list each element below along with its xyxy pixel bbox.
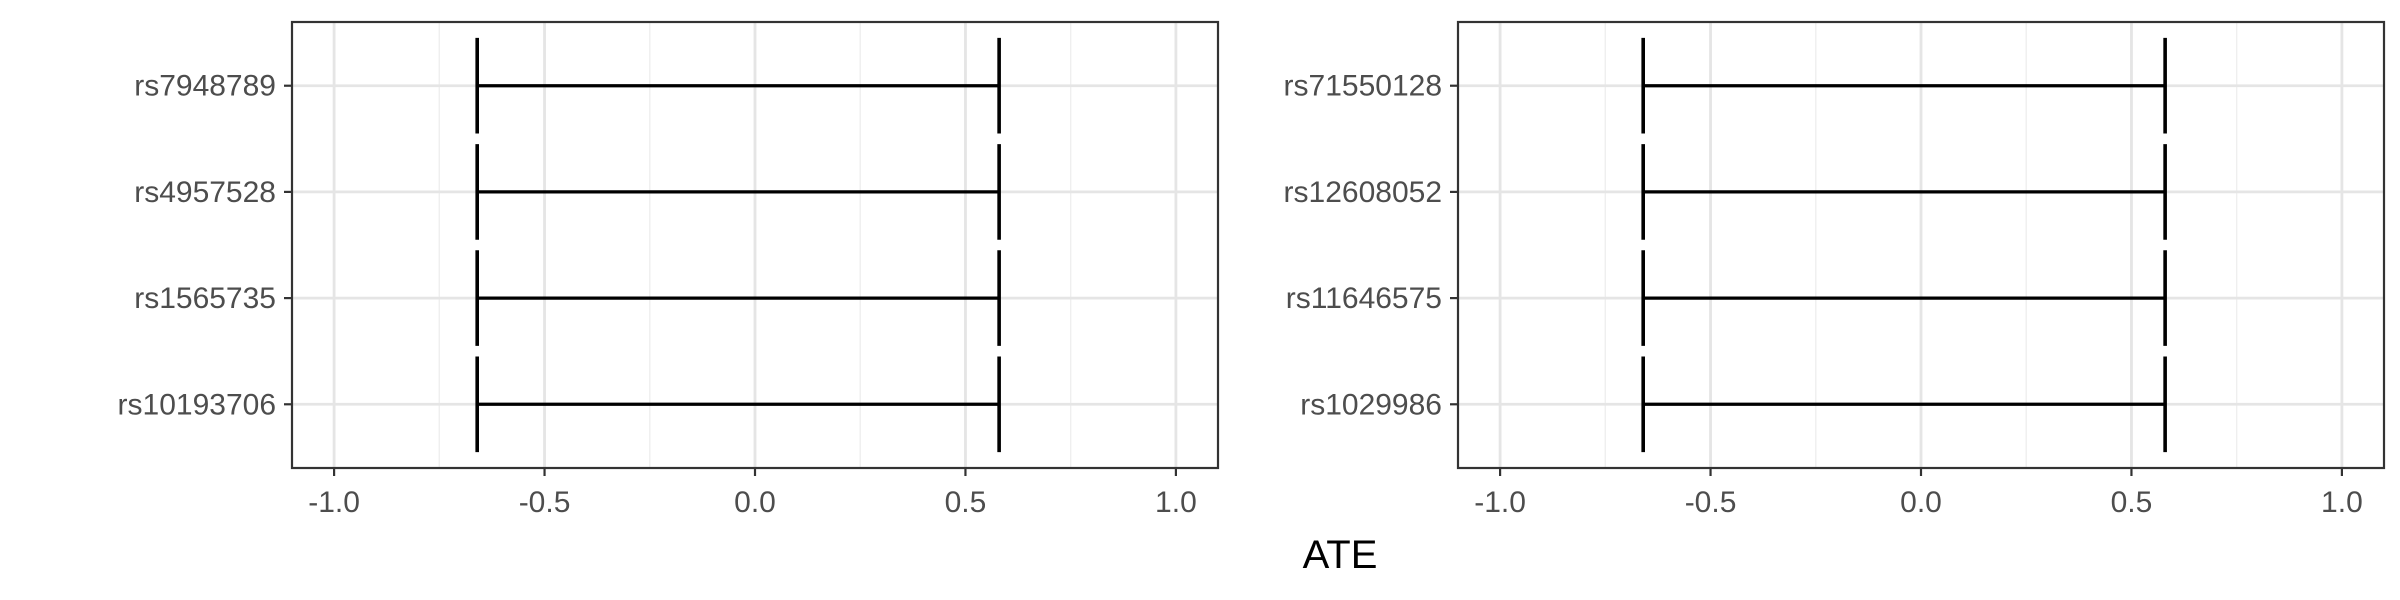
y-tick-label: rs1565735: [134, 282, 276, 315]
y-tick-label: rs7948789: [134, 70, 276, 103]
y-tick-label: rs10193706: [118, 388, 276, 421]
x-tick-label: 1.0: [1155, 486, 1197, 519]
errorbar-3: [475, 250, 1001, 346]
panels: rs7948789 rs4957528 rs1565735 rs10193706 -1.…: [118, 20, 2386, 519]
errorbar-4: [1641, 356, 2167, 453]
x-tick-label: -1.0: [1474, 486, 1526, 519]
x-tick-label: 0.5: [945, 486, 987, 519]
x-tick-label: 1.0: [2321, 486, 2363, 519]
x-tick-label: 0.0: [1900, 486, 1942, 519]
y-tick-label: rs1029986: [1300, 388, 1442, 421]
errorbar-1: [475, 37, 1001, 134]
y-tick-label: rs11646575: [1286, 282, 1442, 315]
x-tick-label: 0.5: [2111, 486, 2153, 519]
panel-1: rs7948789 rs4957528 rs1565735 rs10193706 -1.…: [118, 20, 1220, 519]
y-tick-label: rs12608052: [1284, 176, 1442, 209]
x-tick-label: 0.0: [734, 486, 776, 519]
x-axis-title: ATE: [1303, 533, 1378, 577]
x-tick-label: -0.5: [519, 486, 571, 519]
y-tick-label: rs71550128: [1284, 70, 1442, 103]
y-tick-label: rs4957528: [134, 176, 276, 209]
errorbar-2: [475, 144, 1001, 240]
x-tick-label: -1.0: [308, 486, 360, 519]
errorbar-1: [1641, 37, 2167, 134]
errorbar-2: [1641, 144, 2167, 240]
x-tick-label: -0.5: [1685, 486, 1737, 519]
panel-2: rs71550128 rs12608052 rs11646575 rs1029986 -…: [1284, 20, 2386, 519]
errorbar-4: [475, 356, 1001, 453]
errorbar-3: [1641, 250, 2167, 346]
